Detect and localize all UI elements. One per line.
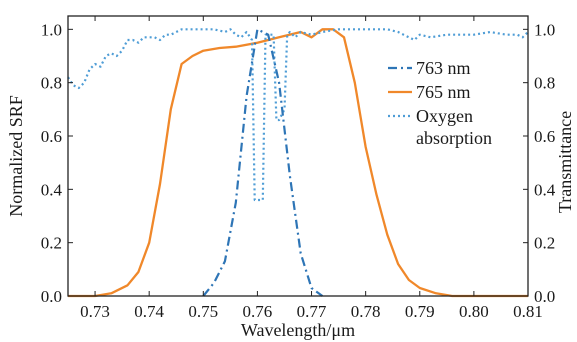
x-tick-label: 0.74 bbox=[134, 302, 164, 321]
series-line-oxygen-absorption bbox=[67, 28, 529, 202]
y-tick-label-right: 0.8 bbox=[534, 74, 555, 93]
legend-label-765nm: 765 nm bbox=[416, 82, 471, 102]
legend-label-763nm: 763 nm bbox=[416, 58, 471, 78]
y-tick-label-right: 0.6 bbox=[534, 127, 555, 146]
y-tick-label-right: 0.0 bbox=[534, 287, 555, 306]
x-tick-label: 0.76 bbox=[243, 302, 273, 321]
y-tick-label-left: 0.6 bbox=[41, 127, 62, 146]
series-line-765-nm bbox=[68, 28, 528, 298]
x-tick-label: 0.77 bbox=[297, 302, 327, 321]
y-axis-label-left: Normalized SRF bbox=[6, 95, 26, 217]
y-tick-label-right: 0.2 bbox=[534, 234, 555, 253]
y-tick-label-right: 0.4 bbox=[534, 180, 556, 199]
y-tick-label-left: 0.4 bbox=[41, 180, 63, 199]
y-tick-label-left: 1.0 bbox=[41, 20, 62, 39]
x-tick-label: 0.73 bbox=[80, 302, 110, 321]
y-tick-label-right: 1.0 bbox=[534, 20, 555, 39]
plot-area bbox=[67, 28, 529, 298]
legend: 763 nm 765 nm Oxygen absorption bbox=[388, 58, 492, 148]
series-line-763-nm bbox=[202, 28, 324, 297]
y-tick-label-left: 0.0 bbox=[41, 287, 62, 306]
y-tick-label-left: 0.2 bbox=[41, 234, 62, 253]
x-tick-label: 0.79 bbox=[405, 302, 435, 321]
x-axis-label: Wavelength/μm bbox=[241, 320, 355, 340]
x-tick-label: 0.75 bbox=[188, 302, 218, 321]
y-axis-label-right: Transmittance bbox=[555, 111, 575, 213]
axis-ticks: 0.73 0.74 0.75 0.76 0.77 0.78 0.79 0.80 0.810.00… bbox=[41, 16, 556, 321]
x-tick-label: 0.80 bbox=[459, 302, 489, 321]
axes-frame bbox=[67, 15, 529, 297]
x-tick-label: 0.81 bbox=[513, 302, 543, 321]
legend-label-oxygen-absorption: Oxygen absorption bbox=[416, 106, 492, 148]
y-tick-label-left: 0.8 bbox=[41, 74, 62, 93]
x-tick-label: 0.78 bbox=[351, 302, 381, 321]
